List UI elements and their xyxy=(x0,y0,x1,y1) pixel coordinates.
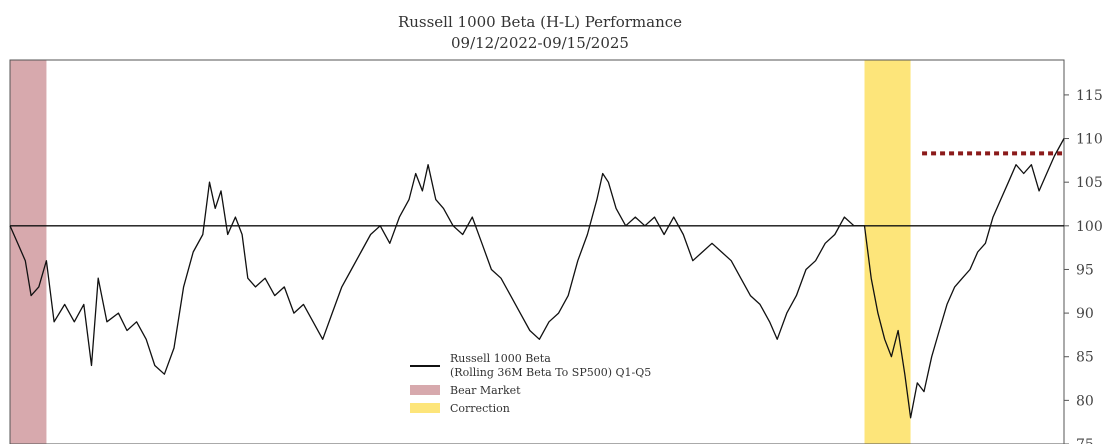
legend: Russell 1000 Beta (Rolling 36M Beta To S… xyxy=(410,352,651,415)
shaded-region-correction xyxy=(864,60,911,444)
y-tick-label: 95 xyxy=(1076,262,1094,278)
legend-swatch-bear-market xyxy=(410,385,440,395)
y-tick-label: 110 xyxy=(1076,132,1103,148)
y-tick-label: 80 xyxy=(1076,393,1094,409)
y-axis: 75 80 85 90 95 100 105 110 115 xyxy=(1064,88,1103,444)
legend-label-bear-market: Bear Market xyxy=(450,384,521,397)
legend-label-correction: Correction xyxy=(450,402,510,415)
y-tick-label: 75 xyxy=(1076,437,1094,444)
series-line-russell-1000-beta xyxy=(9,138,1065,419)
y-tick-label: 115 xyxy=(1076,88,1103,104)
shaded-regions xyxy=(10,60,911,444)
chart-subtitle: 09/12/2022-09/15/2025 xyxy=(451,34,629,52)
y-tick-label: 85 xyxy=(1076,350,1094,366)
legend-label-beta-sub: (Rolling 36M Beta To SP500) Q1-Q5 xyxy=(450,366,651,379)
plot-area-frame xyxy=(9,59,1065,444)
y-tick-label: 90 xyxy=(1076,306,1094,322)
y-tick-label: 100 xyxy=(1076,219,1103,235)
legend-swatch-correction xyxy=(410,403,440,413)
y-tick-label: 105 xyxy=(1076,175,1103,191)
chart-title: Russell 1000 Beta (H-L) Performance xyxy=(398,13,682,31)
shaded-region-bear-market xyxy=(10,60,47,444)
legend-label-beta: Russell 1000 Beta xyxy=(450,352,551,365)
